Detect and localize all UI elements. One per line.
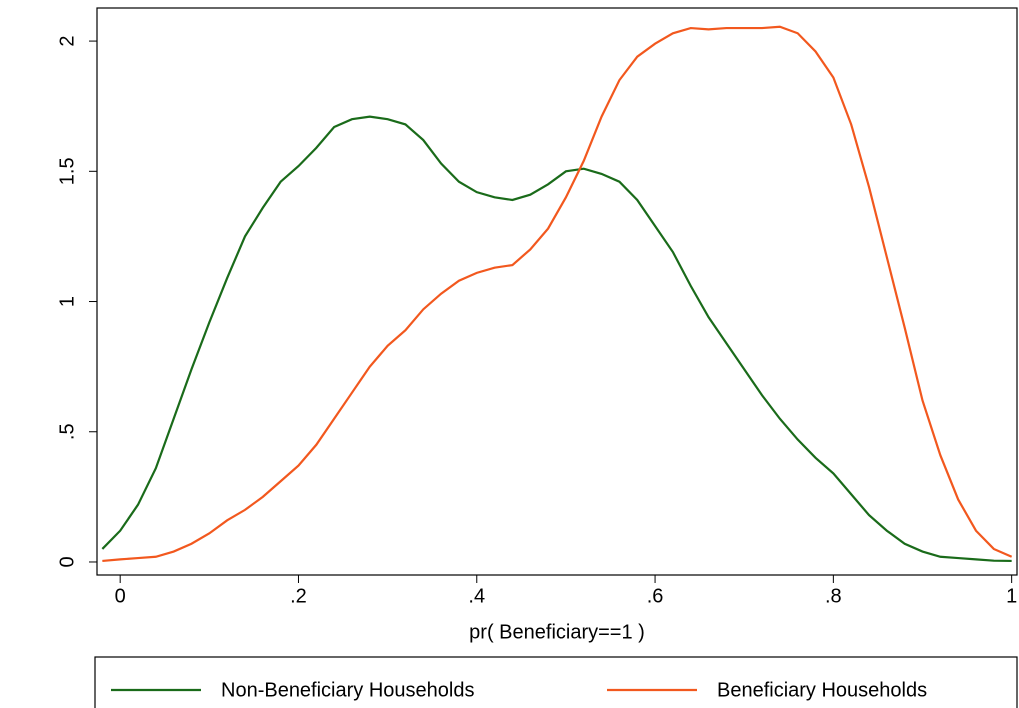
y-tick-label: 1 [56, 296, 78, 307]
x-tick-label: .2 [290, 585, 307, 607]
x-tick-label: 0 [115, 585, 126, 607]
y-tick-label: 2 [56, 36, 78, 47]
series-line [102, 25, 1013, 563]
plot-frame [96, 7, 1018, 576]
y-tick-label: 0 [56, 556, 78, 567]
legend-frame [94, 656, 1018, 708]
y-tick-label: .5 [56, 423, 78, 440]
x-axis-title: pr( Beneficiary==1 ) [469, 621, 645, 643]
series-line [101, 115, 1012, 563]
legend-label: Non-Beneficiary Households [221, 679, 474, 701]
legend-label: Beneficiary Households [717, 679, 927, 701]
x-tick-label: 1 [1006, 585, 1017, 607]
x-tick-label: .8 [825, 585, 842, 607]
x-tick-label: .4 [468, 585, 485, 607]
y-tick-label: 1.5 [56, 157, 78, 185]
x-tick-label: .6 [647, 585, 664, 607]
